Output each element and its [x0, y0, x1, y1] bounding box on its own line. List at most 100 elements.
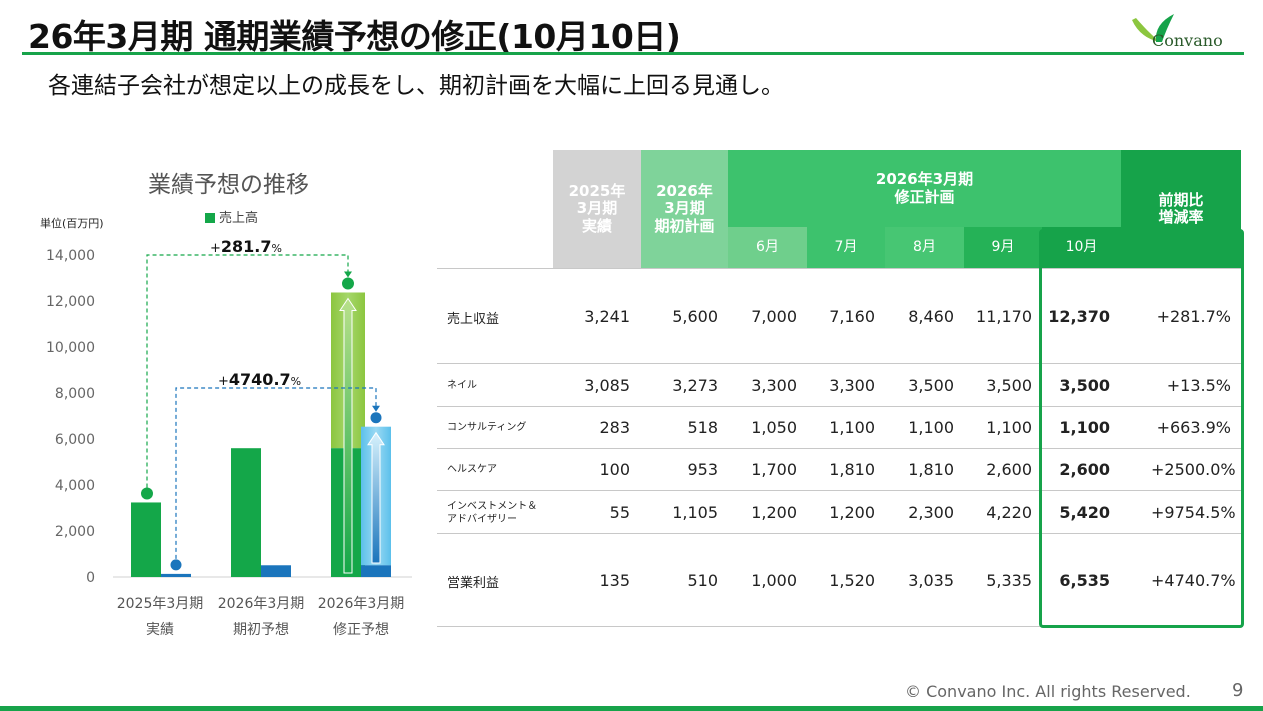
profit-growth-annotation: +4740.7%	[218, 370, 301, 389]
table-cell: +663.9%	[1156, 418, 1231, 437]
table-cell: 953	[687, 460, 718, 479]
table-cell: 12,370	[1048, 306, 1110, 326]
bar-profit	[361, 565, 391, 577]
table-cell: 1,700	[751, 460, 797, 479]
table-cell: 1,200	[751, 502, 797, 522]
sales-growth-arrow-icon	[339, 297, 357, 574]
table-cell: 7,000	[751, 306, 797, 326]
table-cell: 1,810	[908, 460, 954, 479]
header-fy2026-revised-plan: 2026年3月期 修正計画	[728, 150, 1121, 227]
table-cell: 3,300	[829, 375, 875, 395]
table-cell: 6,535	[1059, 570, 1110, 590]
sales-connector-arrowhead-icon	[344, 271, 352, 278]
table-cell: 100	[599, 460, 630, 479]
x-category-sublabel: 修正予想	[333, 622, 389, 638]
footer-rule	[0, 706, 1263, 711]
header-month-october: 10月	[1042, 227, 1121, 268]
bar-sales	[131, 502, 161, 577]
row-label: 営業利益	[447, 575, 500, 591]
y-tick-label: 0	[86, 570, 95, 586]
table-cell: 8,460	[908, 306, 954, 326]
table-cell: 4,220	[986, 502, 1032, 522]
row-label: ヘルスケア	[447, 464, 497, 475]
header-yoy-change-rate: 前期比 増減率	[1121, 150, 1241, 268]
legend-label-sales: 売上高	[219, 211, 259, 226]
table-cell: +4740.7%	[1151, 570, 1236, 590]
table-cell: 5,600	[672, 306, 718, 326]
chart-legend: 売上高	[205, 207, 258, 226]
x-category-sublabel: 実績	[146, 622, 174, 638]
table-cell: 283	[599, 418, 630, 437]
table-cell: 1,200	[829, 502, 875, 522]
table-cell: 3,273	[672, 375, 718, 395]
table-row: ネイル 3,085 3,273 3,300 3,300 3,500 3,500 3,500 +1…	[437, 364, 1243, 407]
table-cell: 11,170	[976, 306, 1032, 326]
page-title: 26年3月期 通期業績予想の修正(10月10日)	[28, 17, 681, 56]
table-cell: +13.5%	[1166, 375, 1231, 395]
table-cell: 1,100	[1059, 418, 1110, 437]
table-cell: 3,300	[751, 375, 797, 395]
table-cell: 1,520	[829, 570, 875, 590]
table-cell: 2,600	[1059, 460, 1110, 479]
table-cell: 518	[687, 418, 718, 437]
sales-forecast-chart: 14,000 12,000 10,000 8,000 6,000 4,000 2,000 0 +…	[46, 237, 412, 638]
profit-marker-dot	[370, 412, 382, 424]
table-cell: 1,050	[751, 418, 797, 437]
table-cell: 7,160	[829, 306, 875, 326]
table-cell: 1,100	[908, 418, 954, 437]
chart-unit-label: 単位(百万円)	[40, 217, 104, 230]
table-cell: 5,335	[986, 570, 1032, 590]
bar-profit	[261, 565, 291, 577]
bar-profit	[161, 573, 191, 577]
profit-growth-arrow-icon	[367, 431, 385, 564]
table-row: コンサルティング 283 518 1,050 1,100 1,100 1,100 1,100 +…	[437, 407, 1243, 449]
table-cell: 3,500	[1059, 375, 1110, 395]
row-label: 売上収益	[447, 311, 500, 327]
page-subtitle: 各連結子会社が想定以上の成長をし、期初計画を大幅に上回る見通し。	[48, 73, 784, 99]
copyright: © Convano Inc. All rights Reserved.	[905, 682, 1191, 701]
header-month-september: 9月	[964, 227, 1042, 268]
y-tick-label: 10,000	[46, 340, 95, 356]
header-month-august: 8月	[885, 227, 964, 268]
table-cell: 2,300	[908, 502, 954, 522]
table-cell: 3,500	[986, 375, 1032, 395]
y-tick-label: 6,000	[55, 432, 95, 448]
table-row: ヘルスケア 100 953 1,700 1,810 1,810 2,600 2,600 +250…	[437, 449, 1243, 491]
table-cell: 2,600	[986, 460, 1032, 479]
sales-growth-connector	[146, 254, 349, 488]
x-category-label: 2025年3月期	[117, 596, 204, 612]
chart-title: 業績予想の推移	[148, 172, 309, 198]
row-label: インベストメント＆ アドバイザリー	[447, 500, 538, 525]
y-tick-label: 12,000	[46, 294, 95, 310]
header-month-june: 6月	[728, 227, 807, 268]
table-cell: 1,100	[986, 418, 1032, 437]
table-cell: +281.7%	[1156, 306, 1231, 326]
october-highlight-box	[1039, 229, 1244, 628]
y-tick-label: 14,000	[46, 248, 95, 264]
table-row: インベストメント＆ アドバイザリー 55 1,105 1,200 1,200 2,300 4,…	[437, 491, 1243, 534]
row-label: コンサルティング	[447, 422, 527, 433]
table-cell: 3,241	[584, 306, 630, 326]
x-category-label: 2026年3月期	[218, 596, 305, 612]
profit-growth-connector	[175, 387, 377, 559]
legend-swatch-sales	[205, 213, 215, 223]
table-cell: 3,500	[908, 375, 954, 395]
header-fy2025-actual: 2025年 3月期 実績	[553, 150, 641, 268]
y-tick-label: 8,000	[55, 386, 95, 402]
y-tick-label: 4,000	[55, 478, 95, 494]
header-fy2026-initial-plan: 2026年 3月期 期初計画	[641, 150, 728, 268]
bar-sales	[231, 448, 261, 577]
table-cell: 3,085	[584, 375, 630, 395]
table-cell: 1,100	[829, 418, 875, 437]
table-cell: 510	[687, 570, 718, 590]
table-row: 売上収益 3,241 5,600 7,000 7,160 8,460 11,170 12,37…	[437, 269, 1243, 364]
header-month-july: 7月	[807, 227, 885, 268]
convano-leaf-icon	[1132, 14, 1174, 42]
profit-marker-dot	[170, 559, 182, 571]
profit-connector-arrowhead-icon	[372, 405, 380, 412]
table-cell: 1,000	[751, 570, 797, 590]
table-cell: 135	[599, 570, 630, 590]
table-cell: +9754.5%	[1151, 502, 1236, 522]
table-cell: 5,420	[1059, 502, 1110, 522]
table-cell: +2500.0%	[1151, 460, 1236, 479]
